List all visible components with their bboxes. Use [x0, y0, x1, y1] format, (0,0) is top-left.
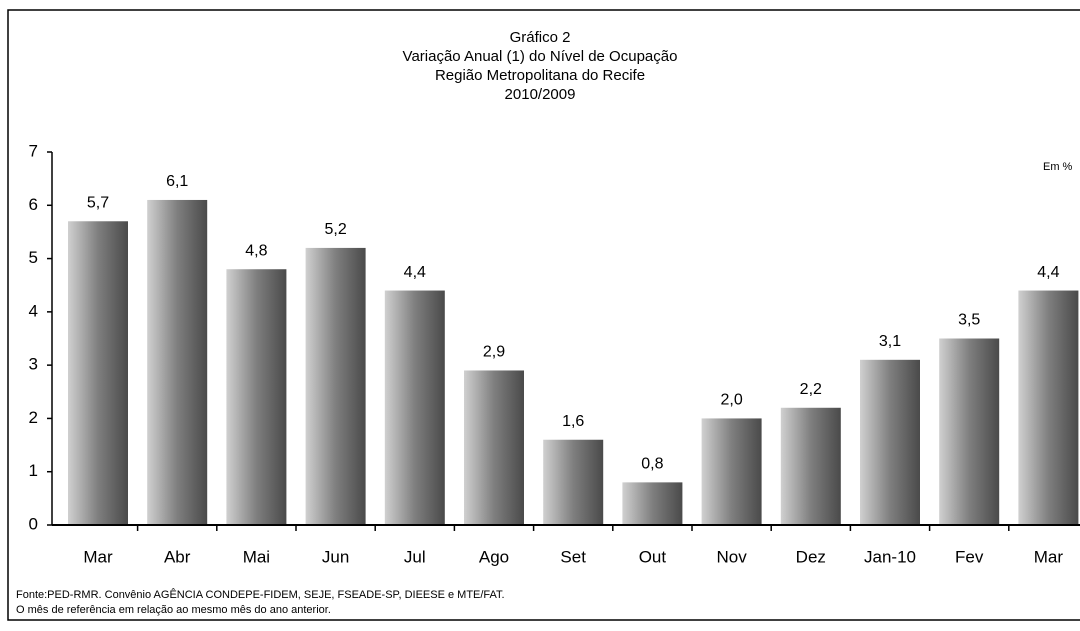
y-tick-label: 0 — [29, 514, 38, 533]
chart-subtitle: Região Metropolitana do Recife — [435, 67, 645, 84]
value-label: 4,8 — [245, 242, 267, 259]
y-tick-label: 7 — [29, 141, 38, 160]
bar — [1018, 290, 1079, 525]
chart-subtitle: Variação Anual (1) do Nível de Ocupação — [403, 48, 678, 65]
frame — [7, 9, 1080, 621]
chart-title: Gráfico 2 — [510, 29, 571, 46]
value-label: 1,6 — [562, 413, 584, 430]
x-tick-label: Abr — [164, 547, 191, 566]
y-tick-label: 4 — [29, 301, 38, 320]
x-tick-label: Nov — [716, 547, 747, 566]
source-note: Fonte:PED-RMR. Convênio AGÊNCIA CONDEPE-… — [16, 588, 505, 601]
value-label: 3,5 — [958, 312, 980, 329]
y-tick-label: 6 — [29, 195, 38, 214]
y-tick-label: 3 — [29, 355, 38, 374]
footnote: O mês de referência em relação ao mesmo … — [16, 604, 331, 616]
bar — [780, 407, 841, 525]
x-tick-label: Out — [639, 547, 667, 566]
bar — [701, 418, 762, 525]
x-tick-label: Dez — [796, 547, 826, 566]
y-tick-label: 2 — [29, 408, 38, 427]
bar — [68, 221, 128, 525]
value-label: 5,7 — [87, 194, 109, 211]
value-label: 4,4 — [404, 264, 426, 281]
bar — [939, 338, 1000, 525]
value-label: 2,9 — [483, 344, 505, 361]
bar — [384, 290, 445, 525]
x-tick-label: Jun — [322, 547, 349, 566]
value-label: 3,1 — [879, 333, 901, 350]
x-tick-label: Mai — [243, 547, 270, 566]
value-label: 5,2 — [324, 221, 346, 238]
value-label: 2,0 — [720, 392, 742, 409]
bar — [543, 439, 604, 525]
y-tick-label: 5 — [29, 248, 38, 267]
bar — [464, 370, 524, 525]
value-label: 0,8 — [641, 456, 663, 473]
bar — [860, 359, 920, 525]
value-label: 6,1 — [166, 173, 188, 190]
bar — [147, 199, 208, 525]
x-tick-label: Mar — [83, 547, 113, 566]
x-tick-label: Fev — [955, 547, 984, 566]
x-tick-label: Set — [560, 547, 586, 566]
value-label: 2,2 — [800, 381, 822, 398]
x-tick-label: Jan-10 — [864, 547, 916, 566]
value-label: 4,4 — [1037, 264, 1059, 281]
x-tick-label: Jul — [404, 547, 426, 566]
bar — [226, 269, 287, 525]
bar — [305, 247, 366, 525]
chart-subtitle: 2010/2009 — [505, 86, 576, 103]
bar — [622, 482, 683, 525]
x-tick-label: Ago — [479, 547, 509, 566]
x-tick-label: Mar — [1034, 547, 1064, 566]
y-tick-label: 1 — [29, 461, 38, 480]
unit-label: Em % — [1043, 161, 1073, 173]
